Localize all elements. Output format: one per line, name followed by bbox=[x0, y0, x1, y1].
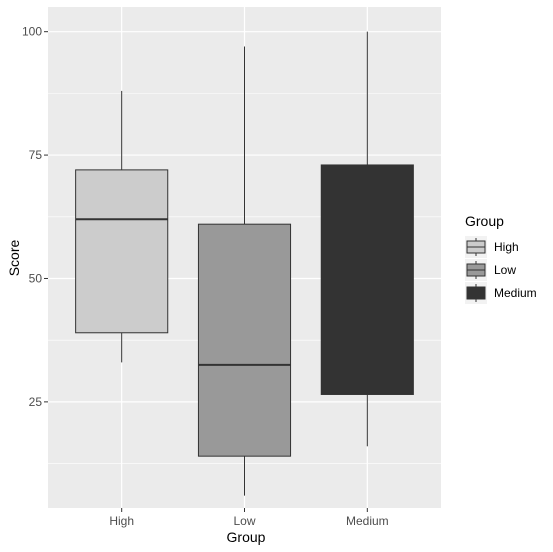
legend-label: Medium bbox=[494, 286, 537, 300]
box-body bbox=[320, 164, 414, 395]
y-tick-label: 25 bbox=[29, 395, 43, 409]
x-axis-title: Group bbox=[227, 529, 266, 545]
legend-label: Low bbox=[494, 263, 516, 277]
boxes-layer bbox=[75, 31, 414, 496]
box-low bbox=[197, 46, 292, 496]
y-tick-label: 100 bbox=[22, 25, 42, 39]
box-high bbox=[75, 90, 169, 363]
box-body bbox=[75, 169, 169, 334]
legend-title: Group bbox=[465, 213, 504, 229]
x-tick-label: Low bbox=[233, 514, 255, 528]
legend-label: High bbox=[494, 240, 519, 254]
y-tick-label: 75 bbox=[29, 148, 43, 162]
box-body bbox=[197, 223, 292, 457]
y-axis: 25 50 75 100 bbox=[22, 25, 48, 409]
legend-key-low bbox=[465, 259, 487, 281]
legend: Group High Low Medium bbox=[465, 213, 537, 304]
legend-key-high bbox=[465, 236, 487, 258]
x-tick-label: High bbox=[109, 514, 134, 528]
y-axis-title: Score bbox=[6, 240, 22, 277]
x-tick-label: Medium bbox=[346, 514, 389, 528]
y-tick-label: 50 bbox=[29, 271, 43, 285]
box-medium bbox=[320, 31, 414, 447]
legend-key-medium bbox=[465, 282, 487, 304]
x-axis: High Low Medium bbox=[109, 508, 389, 528]
